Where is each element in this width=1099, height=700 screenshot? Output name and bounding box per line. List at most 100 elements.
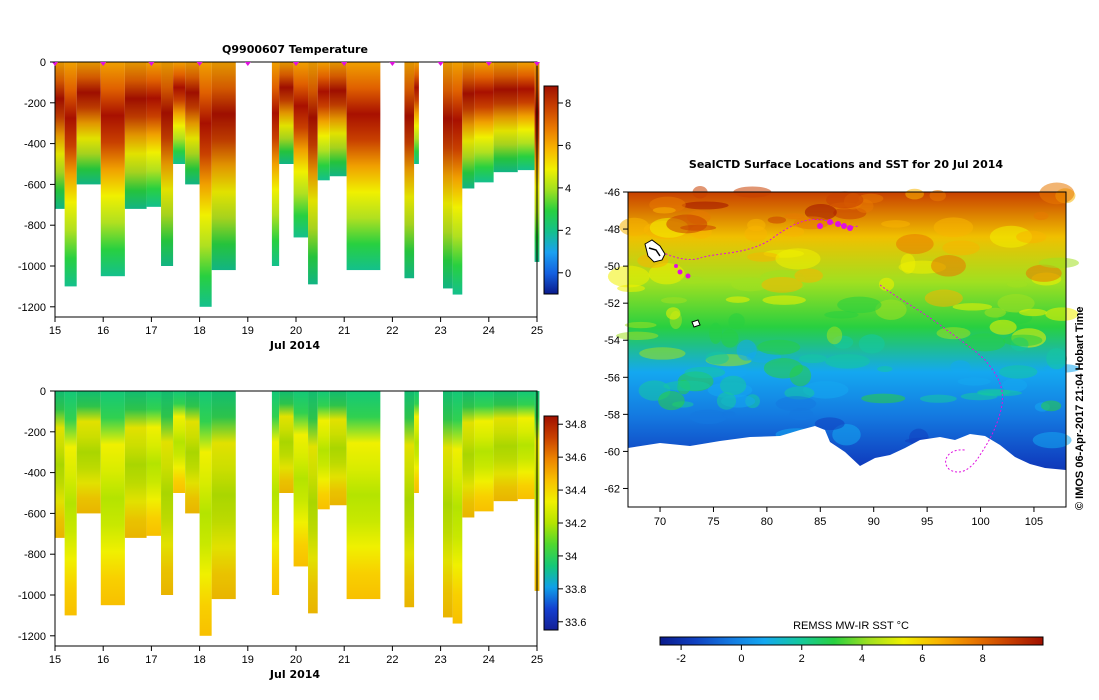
x-tick-label: 15 (49, 325, 61, 337)
profile-bar-shade (76, 391, 101, 514)
profile-bar (279, 62, 294, 164)
sst-patch (878, 277, 895, 291)
y-tick-label: -800 (24, 549, 46, 561)
salinity-xlabel: Jul 2014 (269, 668, 320, 681)
sst-patch (775, 396, 817, 412)
profile-bar (55, 62, 65, 209)
sst-patch (666, 307, 681, 320)
profile-bar-shade (185, 391, 200, 514)
sst-patch (905, 188, 924, 200)
sst-patch (736, 339, 757, 361)
sst-patch (607, 265, 650, 288)
sst-patch (1045, 307, 1079, 321)
profile-bar (185, 62, 200, 185)
map-y-tick-label: -48 (604, 224, 620, 236)
profile-bar (293, 62, 309, 238)
sst-patch (775, 248, 821, 270)
profile-bar-shade (443, 62, 453, 289)
sst-patch (895, 234, 934, 254)
y-tick-label: -200 (24, 427, 46, 439)
x-tick-label: 23 (434, 325, 446, 337)
sst-patch (784, 386, 815, 400)
profile-bar (493, 62, 518, 173)
profile-bar (346, 62, 381, 271)
profile-marker (341, 62, 348, 66)
sst-patch (924, 289, 963, 307)
colorbar-tick-label: 33.6 (565, 617, 586, 629)
sst-patch (680, 276, 705, 284)
sst-patch (1032, 432, 1072, 449)
sst-patch (747, 252, 780, 262)
temperature-panel: Q9900607 Temperature 15 16 17 18 19 20 21 22 23 2… (18, 43, 571, 352)
sst-colorbar-tick-label: -2 (676, 653, 686, 665)
profile-bar (474, 62, 494, 183)
profile-bar (161, 62, 174, 266)
sst-patch (919, 394, 957, 403)
sst-patch (798, 354, 827, 364)
sst-colorbar-tick-label: 6 (919, 653, 925, 665)
y-tick-label: -800 (24, 220, 46, 232)
profile-bar-shade (462, 62, 475, 189)
y-tick-label: -600 (24, 508, 46, 520)
imos-side-label: © IMOS 06-Apr-2017 21:04 Hobart Time (1074, 306, 1086, 510)
profile-bar (76, 391, 101, 514)
map-y-tick-label: -60 (604, 446, 620, 458)
profile-bar-shade (161, 391, 174, 595)
profile-bar (64, 391, 77, 616)
profile-bar (279, 391, 294, 493)
x-tick-label: 23 (434, 654, 446, 666)
profile-bar (146, 62, 162, 207)
sst-colorbar-tick-label: 0 (738, 653, 744, 665)
profile-bar (199, 62, 212, 307)
sst-patch (858, 334, 885, 354)
profile-bar (414, 62, 419, 164)
profile-bar (404, 62, 415, 279)
colorbar-tick-label: 8 (565, 98, 571, 110)
sst-colorbar-label: REMSS MW-IR SST °C (793, 620, 909, 632)
colorbar-tick-label: 34.4 (565, 485, 586, 497)
sst-patch (725, 296, 750, 303)
map-y-tick-label: -56 (604, 372, 620, 384)
sst-patch (930, 255, 966, 277)
map-x-tick-label: 80 (761, 516, 773, 528)
map-y-tick-label: -58 (604, 409, 620, 421)
seal-track-north (654, 218, 859, 261)
x-tick-label: 22 (386, 654, 398, 666)
profile-bar-shade (279, 62, 294, 164)
profile-bar-shade (462, 391, 475, 518)
sst-patch (716, 392, 737, 410)
sst-patch (933, 217, 974, 238)
profile-bar (55, 391, 65, 538)
profile-bar-shade (76, 62, 101, 185)
y-tick-label: -1000 (18, 590, 46, 602)
colorbar-tick-label: 2 (565, 225, 571, 237)
profile-bar (474, 391, 494, 512)
temperature-colorbar-ticks: 0 2 4 6 8 (558, 98, 571, 280)
y-tick-label: -200 (24, 98, 46, 110)
sst-patch (877, 365, 893, 372)
profile-bar (517, 391, 535, 500)
map-y-tick-label: -54 (604, 335, 620, 347)
sst-patch (794, 216, 830, 230)
profile-bar-shade (493, 62, 518, 173)
profile-bar-shade (55, 391, 65, 538)
sst-patch (989, 225, 1033, 248)
sst-patch (619, 217, 650, 236)
profile-bar (414, 391, 419, 493)
x-tick-label: 22 (386, 325, 398, 337)
sst-patch (804, 203, 837, 221)
colorbar-tick-label: 0 (565, 268, 571, 280)
sst-patch (824, 310, 859, 319)
colorbar-tick-label: 34.2 (565, 518, 586, 530)
profile-bar-shade (211, 391, 236, 600)
profile-bar (211, 62, 236, 271)
profile-bar-shade (404, 391, 415, 608)
sst-patch (997, 294, 1035, 313)
profile-bar (462, 391, 475, 518)
sst-patch (957, 377, 991, 386)
sst-patch (1033, 211, 1049, 221)
sst-patch (705, 351, 729, 365)
profile-bar (100, 391, 125, 606)
sst-map-panel: SealCTD Surface Locations and SST for 20… (604, 158, 1086, 665)
sst-patch (709, 322, 723, 344)
